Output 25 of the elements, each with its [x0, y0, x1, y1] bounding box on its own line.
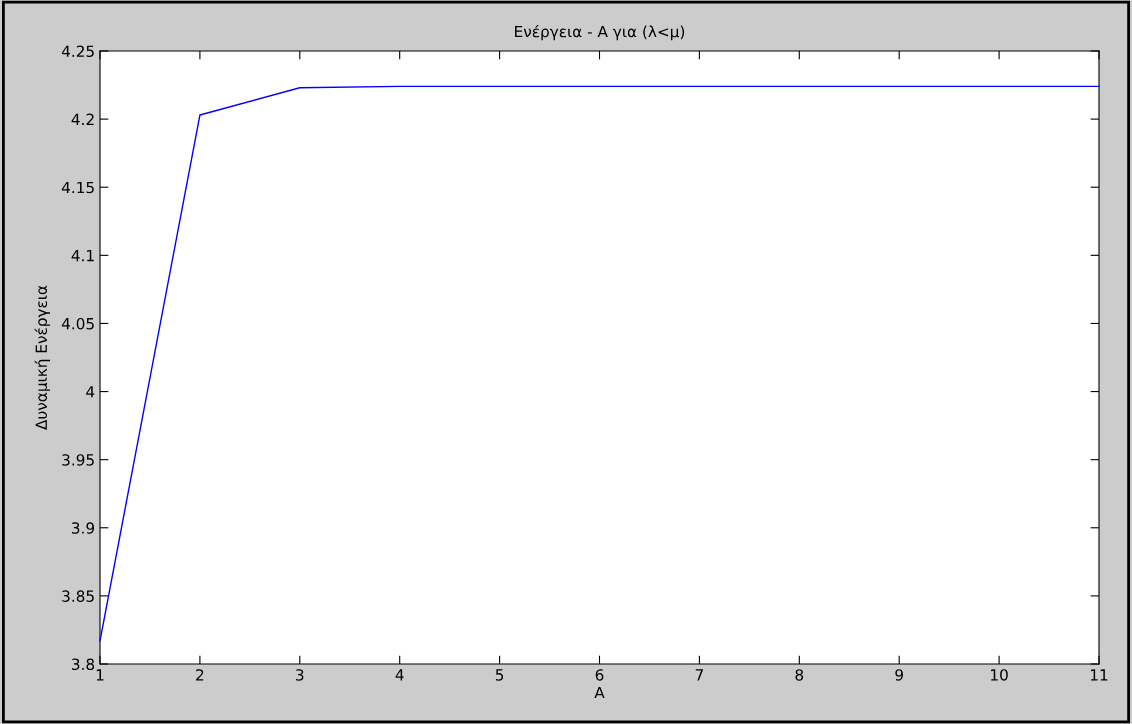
y-tick-label: 3.85 [62, 590, 94, 602]
y-tick-label: 3.9 [72, 522, 95, 534]
y-tick-label: 3.8 [72, 658, 95, 671]
y-tick-label: 3.95 [62, 454, 94, 466]
x-tick-label: 8 [795, 669, 804, 681]
y-tick-label: 4.05 [61, 317, 94, 330]
x-tick-label: 11 [1090, 669, 1108, 681]
y-tick-label: 4.2 [71, 113, 94, 125]
x-tick-label: 4 [395, 669, 404, 681]
y-tick-label: 4.25 [61, 45, 94, 58]
y-axis-title: Δυναμική Ενέργεια [34, 285, 51, 430]
line-series [99, 85, 1100, 642]
y-tick-label: 4 [86, 386, 95, 398]
x-tick-label: 5 [495, 669, 504, 681]
x-tick-label: 10 [991, 669, 1008, 681]
chart-title: Ενέργεια - Α για (λ<μ) [515, 24, 685, 41]
x-axis-title: Α [594, 686, 605, 699]
x-tick-label: 1 [96, 669, 104, 681]
y-tick-label: 4.1 [71, 250, 94, 262]
x-tick-label: 7 [695, 669, 703, 681]
x-tick-label: 2 [196, 669, 204, 681]
x-tick-label: 6 [595, 669, 604, 681]
y-tick-label: 4.15 [61, 181, 94, 194]
x-tick-label: 9 [895, 669, 903, 681]
x-tick-label: 3 [296, 669, 304, 681]
